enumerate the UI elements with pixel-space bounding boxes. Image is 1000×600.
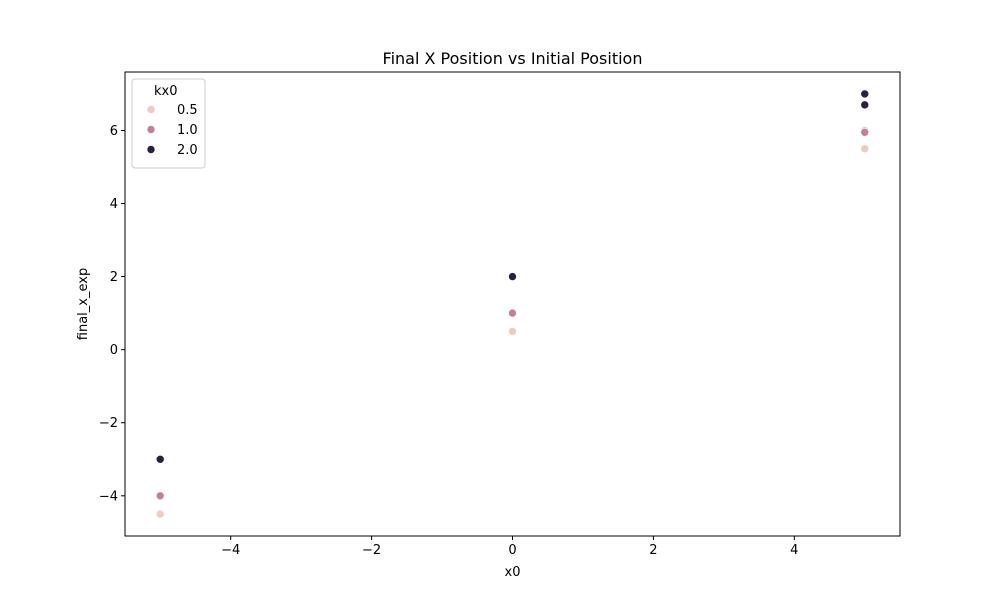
data-point-kx0-1.0	[155, 491, 165, 501]
y-tick-label: 4	[110, 197, 118, 212]
y-tick-label: 0	[110, 343, 118, 358]
legend-label: 0.5	[177, 103, 198, 118]
data-point-kx0-0.5	[508, 327, 517, 336]
chart-title: Final X Position vs Initial Position	[383, 49, 643, 68]
legend-label: 2.0	[177, 143, 198, 158]
x-tick-label: 4	[790, 543, 798, 558]
data-point-kx0-1.0	[860, 127, 870, 137]
plot-frame	[124, 71, 901, 537]
x-axis-label: x0	[505, 565, 521, 580]
x-tick-label: −4	[221, 543, 240, 558]
x-tick-label: 0	[508, 543, 516, 558]
y-axis-label: final_x_exp	[76, 268, 91, 340]
legend: kx0 0.5 1.0 2.0	[131, 78, 206, 169]
legend-marker	[146, 145, 156, 154]
y-tick-label: 6	[110, 124, 118, 139]
data-point-kx0-2.0	[155, 454, 165, 464]
legend-title: kx0	[154, 84, 178, 99]
data-point-kx0-1.0	[508, 308, 517, 318]
legend-marker	[146, 125, 156, 134]
data-point-kx0-2.0	[508, 272, 517, 281]
data-point-kx0-2.0	[860, 100, 870, 110]
y-tick-label: −4	[99, 489, 118, 504]
data-point-kx0-0.5	[860, 144, 870, 154]
x-tick-label: −2	[362, 543, 381, 558]
data-point-kx0-2.0	[860, 89, 870, 99]
legend-marker	[146, 105, 156, 114]
legend-label: 1.0	[177, 123, 198, 138]
y-tick-label: −2	[99, 416, 118, 431]
data-point-kx0-0.5	[155, 509, 165, 519]
x-tick-label: 2	[649, 543, 657, 558]
y-tick-label: 2	[110, 270, 118, 285]
